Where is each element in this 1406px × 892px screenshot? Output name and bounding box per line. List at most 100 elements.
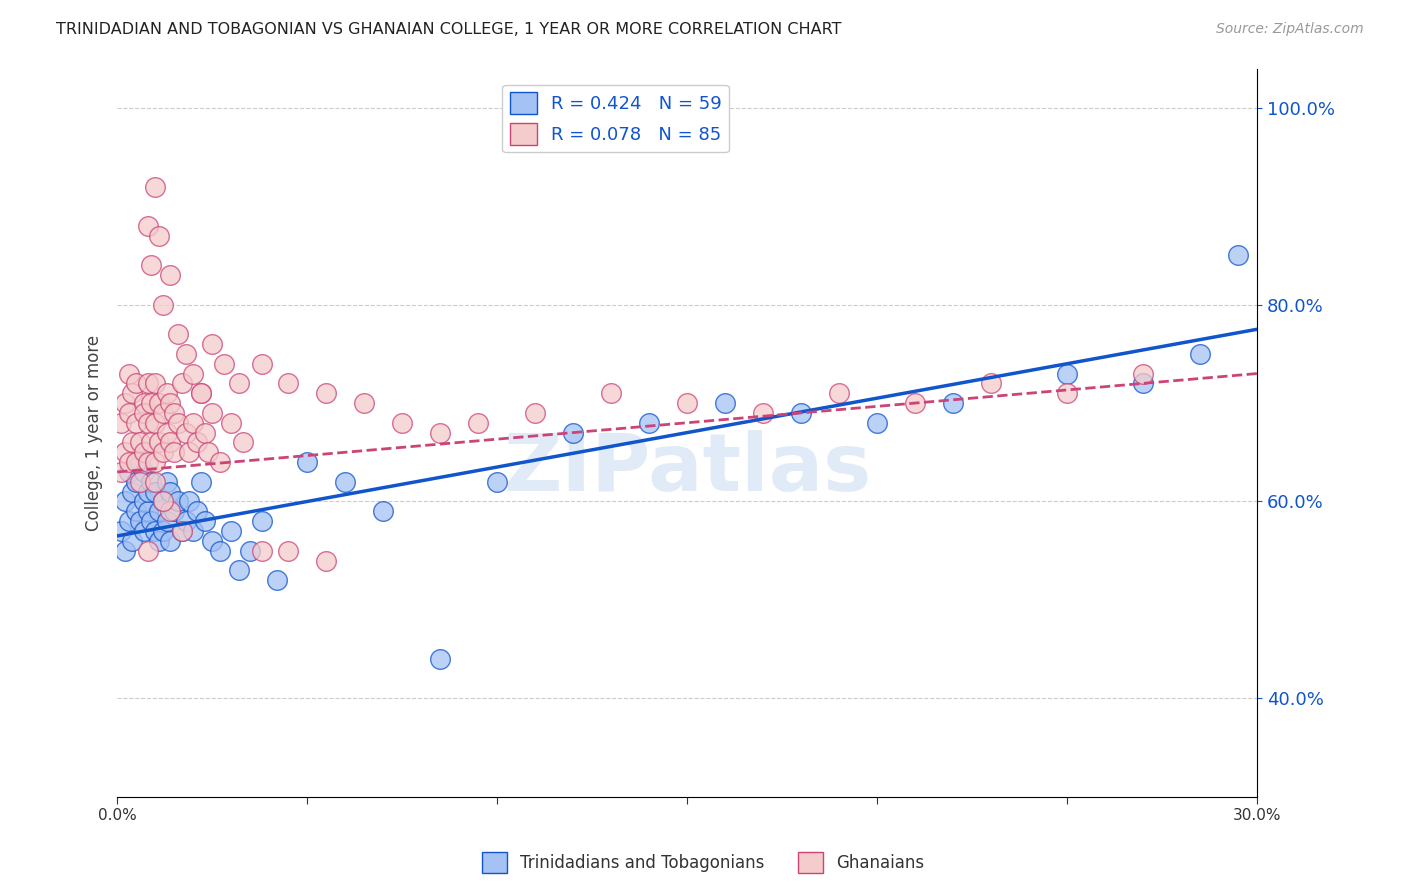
Point	[110, 465, 132, 479]
Point	[179, 445, 201, 459]
Point	[170, 376, 193, 391]
Point	[714, 396, 737, 410]
Point	[197, 445, 219, 459]
Point	[132, 445, 155, 459]
Point	[228, 376, 250, 391]
Point	[110, 524, 132, 538]
Point	[114, 543, 136, 558]
Point	[132, 524, 155, 538]
Point	[181, 416, 204, 430]
Point	[141, 435, 163, 450]
Point	[143, 484, 166, 499]
Point	[219, 524, 242, 538]
Point	[159, 504, 181, 518]
Point	[125, 455, 148, 469]
Point	[186, 504, 208, 518]
Point	[167, 494, 190, 508]
Point	[143, 524, 166, 538]
Point	[232, 435, 254, 450]
Point	[159, 268, 181, 282]
Legend: R = 0.424   N = 59, R = 0.078   N = 85: R = 0.424 N = 59, R = 0.078 N = 85	[502, 85, 730, 153]
Point	[117, 514, 139, 528]
Point	[132, 406, 155, 420]
Point	[136, 219, 159, 233]
Point	[676, 396, 699, 410]
Point	[1132, 367, 1154, 381]
Point	[866, 416, 889, 430]
Point	[141, 475, 163, 489]
Point	[114, 396, 136, 410]
Point	[121, 484, 143, 499]
Point	[143, 416, 166, 430]
Point	[201, 337, 224, 351]
Point	[159, 396, 181, 410]
Point	[1056, 386, 1078, 401]
Point	[132, 396, 155, 410]
Point	[174, 425, 197, 440]
Point	[132, 465, 155, 479]
Point	[148, 228, 170, 243]
Point	[219, 416, 242, 430]
Point	[828, 386, 851, 401]
Point	[373, 504, 395, 518]
Point	[143, 179, 166, 194]
Point	[167, 416, 190, 430]
Point	[148, 396, 170, 410]
Point	[600, 386, 623, 401]
Point	[208, 455, 231, 469]
Point	[194, 514, 217, 528]
Point	[190, 475, 212, 489]
Point	[152, 524, 174, 538]
Point	[250, 543, 273, 558]
Point	[141, 258, 163, 272]
Point	[333, 475, 356, 489]
Point	[129, 455, 152, 469]
Text: TRINIDADIAN AND TOBAGONIAN VS GHANAIAN COLLEGE, 1 YEAR OR MORE CORRELATION CHART: TRINIDADIAN AND TOBAGONIAN VS GHANAIAN C…	[56, 22, 842, 37]
Point	[159, 533, 181, 548]
Point	[170, 524, 193, 538]
Point	[486, 475, 509, 489]
Point	[170, 524, 193, 538]
Point	[152, 494, 174, 508]
Point	[163, 504, 186, 518]
Point	[942, 396, 965, 410]
Point	[159, 435, 181, 450]
Point	[790, 406, 813, 420]
Point	[129, 435, 152, 450]
Point	[174, 347, 197, 361]
Point	[155, 475, 177, 489]
Point	[136, 543, 159, 558]
Point	[114, 445, 136, 459]
Point	[174, 514, 197, 528]
Point	[239, 543, 262, 558]
Point	[1189, 347, 1212, 361]
Point	[638, 416, 661, 430]
Point	[155, 386, 177, 401]
Point	[143, 376, 166, 391]
Point	[1227, 248, 1250, 262]
Point	[752, 406, 775, 420]
Point	[129, 514, 152, 528]
Point	[148, 435, 170, 450]
Point	[429, 652, 451, 666]
Point	[132, 494, 155, 508]
Point	[179, 494, 201, 508]
Point	[159, 484, 181, 499]
Point	[250, 357, 273, 371]
Point	[121, 435, 143, 450]
Point	[117, 406, 139, 420]
Point	[562, 425, 585, 440]
Point	[250, 514, 273, 528]
Point	[315, 386, 337, 401]
Point	[353, 396, 375, 410]
Point	[1056, 367, 1078, 381]
Point	[524, 406, 547, 420]
Point	[208, 543, 231, 558]
Point	[194, 425, 217, 440]
Y-axis label: College, 1 year or more: College, 1 year or more	[86, 334, 103, 531]
Point	[152, 406, 174, 420]
Point	[136, 376, 159, 391]
Point	[129, 475, 152, 489]
Point	[136, 504, 159, 518]
Point	[155, 514, 177, 528]
